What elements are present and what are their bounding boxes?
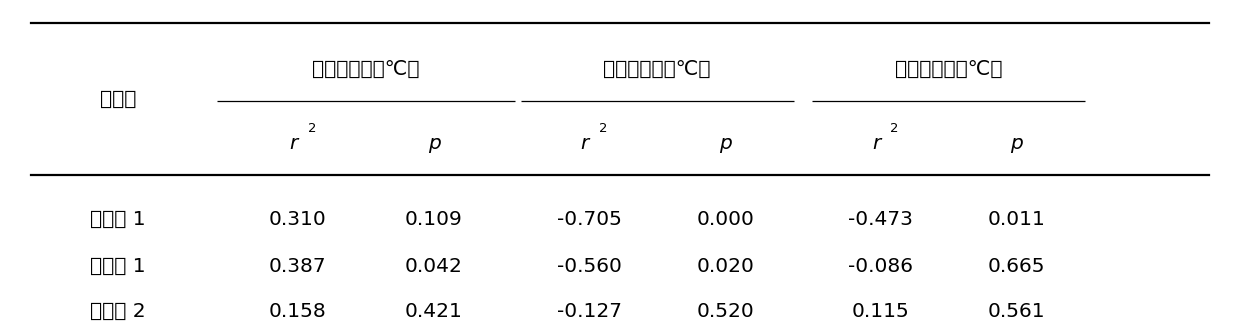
Text: 0.665: 0.665 xyxy=(988,257,1045,276)
Text: p: p xyxy=(719,134,732,153)
Text: 0.158: 0.158 xyxy=(269,302,326,321)
Text: 0.421: 0.421 xyxy=(405,302,463,321)
Text: -0.473: -0.473 xyxy=(848,210,913,229)
Text: -0.127: -0.127 xyxy=(557,302,621,321)
Text: 对比例 1: 对比例 1 xyxy=(91,210,145,229)
Text: 0.387: 0.387 xyxy=(269,257,326,276)
Text: r: r xyxy=(872,134,880,153)
Text: 0.042: 0.042 xyxy=(405,257,463,276)
Text: 0.020: 0.020 xyxy=(697,257,754,276)
Text: 0.561: 0.561 xyxy=(988,302,1045,321)
Text: 日最高气温（℃）: 日最高气温（℃） xyxy=(604,60,711,79)
Text: 0.109: 0.109 xyxy=(405,210,463,229)
Text: 0.011: 0.011 xyxy=(988,210,1045,229)
Text: 2: 2 xyxy=(308,122,316,135)
Text: 0.310: 0.310 xyxy=(269,210,326,229)
Text: -0.086: -0.086 xyxy=(848,257,913,276)
Text: -0.705: -0.705 xyxy=(557,210,621,229)
Text: 2: 2 xyxy=(890,122,899,135)
Text: p: p xyxy=(1011,134,1023,153)
Text: 实施例 2: 实施例 2 xyxy=(91,302,145,321)
Text: 日平均气温（℃）: 日平均气温（℃） xyxy=(895,60,1002,79)
Text: 处理组: 处理组 xyxy=(99,90,136,109)
Text: -0.560: -0.560 xyxy=(557,257,621,276)
Text: r: r xyxy=(289,134,298,153)
Text: p: p xyxy=(428,134,440,153)
Text: 2: 2 xyxy=(599,122,608,135)
Text: r: r xyxy=(580,134,589,153)
Text: 实施例 1: 实施例 1 xyxy=(91,257,145,276)
Text: 0.115: 0.115 xyxy=(852,302,909,321)
Text: 0.000: 0.000 xyxy=(697,210,754,229)
Text: 日最低气温（℃）: 日最低气温（℃） xyxy=(312,60,419,79)
Text: 0.520: 0.520 xyxy=(697,302,754,321)
